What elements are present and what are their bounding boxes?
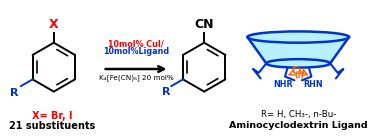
Text: 10mol%Ligand: 10mol%Ligand bbox=[103, 47, 169, 56]
Text: RHN: RHN bbox=[304, 80, 323, 89]
Text: NHR: NHR bbox=[273, 80, 293, 89]
Text: Cu: Cu bbox=[291, 66, 305, 76]
Text: 21 substituents: 21 substituents bbox=[9, 121, 95, 131]
Ellipse shape bbox=[266, 59, 330, 68]
Text: R: R bbox=[10, 88, 18, 98]
Text: (I): (I) bbox=[294, 71, 304, 80]
Text: R: R bbox=[162, 87, 170, 97]
Ellipse shape bbox=[248, 31, 349, 43]
Text: 10mol% CuI/: 10mol% CuI/ bbox=[108, 39, 164, 48]
Text: R= H, CH₃-, n-Bu-: R= H, CH₃-, n-Bu- bbox=[260, 110, 336, 119]
Text: K₄[Fe(CN)₆] 20 mol%: K₄[Fe(CN)₆] 20 mol% bbox=[99, 75, 174, 81]
Text: X: X bbox=[49, 18, 59, 31]
Polygon shape bbox=[248, 37, 349, 63]
Text: X= Br, I: X= Br, I bbox=[32, 111, 72, 121]
Text: Aminocyclodextrin Ligand: Aminocyclodextrin Ligand bbox=[229, 121, 367, 130]
Text: CN: CN bbox=[194, 18, 214, 31]
